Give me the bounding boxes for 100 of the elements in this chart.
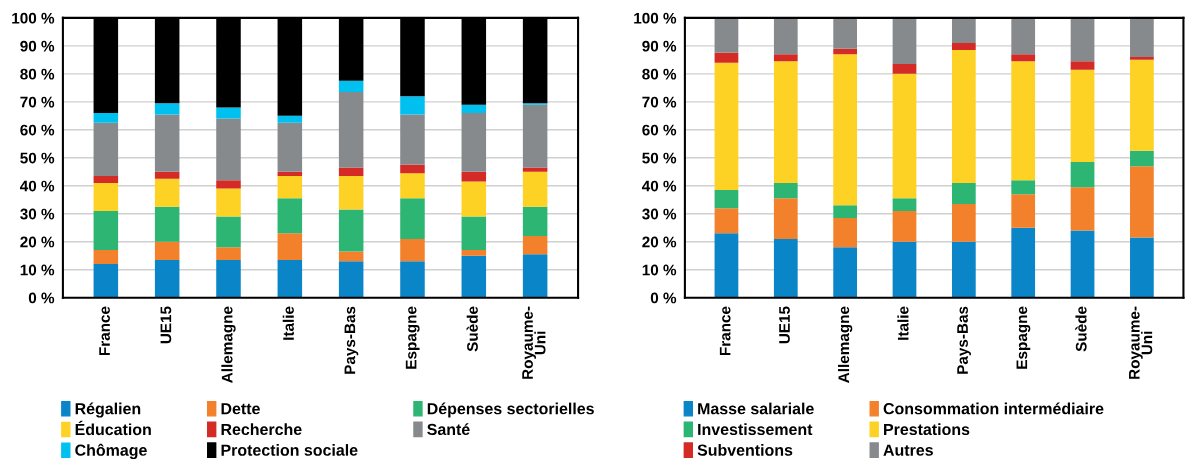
y-tick-label: 50 % [20,152,55,164]
bar [892,198,917,211]
y-tick-label: 0 % [650,292,677,304]
bar [338,261,364,298]
x-tick-label: Suède [466,306,478,352]
bar [338,251,364,262]
bar [461,104,487,114]
bar [1130,150,1154,167]
x-tick-label: UE15 [779,306,790,344]
bar [892,73,917,199]
bar [714,62,739,190]
bar [1011,227,1036,298]
y-tick-label: 20 % [642,236,677,248]
bar [154,241,180,260]
bar [461,113,487,172]
y-tick-label: 30 % [20,208,55,220]
bar [714,17,739,53]
bar [1130,17,1154,58]
bar [892,210,917,242]
bar [892,241,917,298]
bar [461,216,487,251]
y-tick-label: 10 % [642,264,677,276]
bar [951,43,976,51]
bar [773,54,798,62]
y-tick-label: 70 % [642,96,677,108]
bar [400,114,425,165]
bar [833,217,858,248]
bar [277,171,303,176]
y-tick-label: 10 % [20,264,55,276]
legend-label: Santé [427,423,470,436]
bar [1070,161,1095,188]
y-tick-label: 90 % [642,40,677,52]
x-tick-label: Royaume- Uni [522,306,546,379]
bar [277,259,303,298]
bar [1070,61,1095,70]
bar [1070,230,1095,298]
legend-label: Prestations [884,423,970,436]
bar [951,182,976,204]
legend-label: Recherche [221,423,302,436]
y-tick-label: 30 % [642,208,677,220]
bar [400,198,425,239]
bar [1130,166,1154,238]
bar [154,178,180,207]
bar [773,182,798,199]
bar [93,210,119,251]
bar [1130,59,1154,151]
bar [1011,17,1036,55]
bar [892,64,917,74]
bar [216,107,241,119]
legend-label: Subventions [697,444,793,456]
y-tick-label: 60 % [20,124,55,136]
bar [154,206,180,242]
x-tick-label: UE15 [160,306,172,344]
bar [338,92,364,168]
bar [400,164,425,174]
legend-label: Chômage [75,443,147,460]
bar [773,238,798,298]
bar [833,247,858,298]
y-tick-label: 80 % [642,68,677,80]
bar [522,104,548,168]
y-tick-label: 80 % [20,68,55,80]
legend-label: Dépenses sectorielles [427,402,594,418]
legend-label: Dette [221,403,260,415]
bar [93,264,119,298]
bar [951,203,976,242]
y-tick-label: 20 % [20,236,55,248]
bar [338,80,364,93]
bar [400,96,425,115]
x-tick-label: France [719,306,731,356]
bar [833,48,858,55]
bar [1070,69,1095,162]
bar [1011,194,1036,228]
bar [522,206,548,237]
bar [216,118,241,181]
bar [1011,180,1036,195]
bar [93,122,119,176]
bar [522,254,548,298]
bar [714,233,739,298]
bar [277,233,303,260]
bar [1070,17,1095,62]
bar [93,113,119,123]
bar [461,255,487,298]
bar [216,247,241,260]
bar [1011,61,1036,181]
bar [93,182,119,211]
bar [461,171,487,182]
legend-label: Éducation [75,420,151,436]
bar [338,167,364,176]
x-tick-label: France [99,306,110,356]
bar [951,241,976,298]
y-tick-label: 100 % [12,12,55,24]
bar [892,17,917,65]
legend-label: Masse salariale [698,402,814,415]
legend-label: Autres [883,444,933,456]
x-tick-label: Espagne [1016,306,1031,369]
bar [714,189,739,209]
y-tick-label: 100 % [634,12,677,24]
x-tick-label: Suède [1075,306,1087,352]
bar [400,238,425,262]
bar [1130,237,1154,298]
